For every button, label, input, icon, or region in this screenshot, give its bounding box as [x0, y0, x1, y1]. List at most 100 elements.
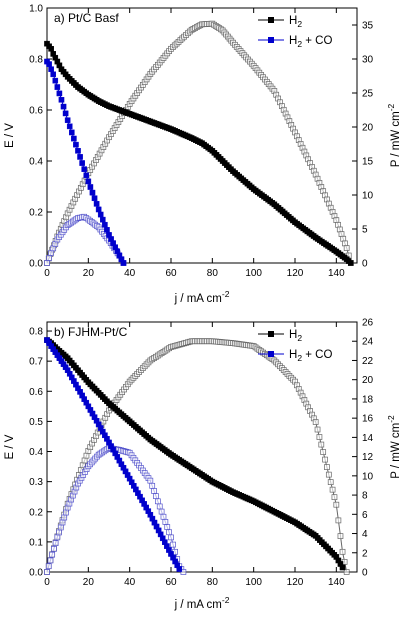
legend-marker — [268, 331, 274, 337]
data-point — [312, 419, 319, 425]
y-right-tick-label: 24 — [362, 337, 374, 348]
x-axis-title: j / mA cm-2 — [174, 289, 230, 305]
x-tick-label: 0 — [44, 268, 50, 279]
data-point — [75, 147, 81, 154]
data-point — [46, 255, 52, 261]
y-left-tick-label: 1.0 — [29, 4, 43, 15]
y-right-tick-label: 35 — [362, 21, 374, 32]
data-point — [73, 141, 79, 148]
legend-label: H2 — [289, 15, 302, 29]
chart-panel-a: 0 20 40 60 80 100 120 140 0.0 0.2 0.4 0.6 0.8 1.0 0 5 10… — [4, 4, 402, 306]
x-tick-label: 60 — [165, 268, 177, 279]
y-left-tick-label: 0.8 — [29, 327, 43, 338]
data-point — [335, 221, 341, 228]
data-point — [318, 441, 325, 448]
data-point — [160, 513, 167, 520]
x-tick-label: 0 — [44, 577, 50, 588]
data-point — [52, 77, 59, 84]
x-tick-label: 80 — [207, 577, 219, 588]
data-point — [343, 569, 350, 575]
legend-label-sub: 2 — [297, 353, 302, 363]
series-h2 — [44, 40, 354, 266]
data-point — [49, 551, 56, 558]
y-left-tick-label: 0.5 — [29, 417, 43, 428]
x-axis-title: j / mA cm-2 — [174, 595, 230, 611]
data-point — [176, 566, 183, 572]
data-point — [56, 529, 62, 536]
data-point — [99, 216, 106, 223]
data-point — [47, 557, 54, 564]
y-left-tick-label: 0.2 — [29, 208, 43, 219]
data-point — [83, 172, 90, 179]
x-tick-label: 40 — [124, 577, 136, 588]
x-tick-label: 40 — [124, 268, 136, 279]
data-point — [59, 519, 66, 526]
data-point — [44, 260, 50, 266]
data-point — [54, 84, 61, 90]
y-right-axis-title-sup: -2 — [386, 415, 396, 423]
plot-frame — [46, 7, 358, 264]
y-right-tick-label: 20 — [362, 375, 374, 386]
y-left-tick-label: 0.8 — [29, 55, 43, 66]
y-right-tick-label: 0 — [362, 259, 368, 270]
series-line — [46, 339, 343, 568]
y-right-tick-label: 0 — [362, 568, 368, 579]
data-point — [180, 569, 187, 575]
data-point — [52, 540, 59, 547]
y-right-tick-label: 20 — [362, 123, 374, 134]
legend-item: H2 + CO — [258, 349, 332, 363]
data-point — [336, 226, 343, 233]
data-point — [342, 240, 348, 247]
data-point — [316, 434, 323, 440]
panel-label: b) FJHM-Pt/C — [54, 325, 128, 339]
y-right-tick-label: 15 — [362, 157, 374, 168]
data-point — [325, 471, 332, 478]
legend-label-sub: 2 — [297, 19, 302, 29]
data-point — [166, 529, 172, 536]
legend-item: H2 + CO — [258, 35, 332, 49]
data-point — [338, 231, 345, 237]
data-point — [151, 488, 157, 494]
panel-label: a) Pt/C Basf — [54, 11, 119, 25]
legend-label-suffix: + CO — [302, 35, 332, 47]
data-point — [95, 206, 102, 213]
series-p-h2 — [44, 338, 350, 575]
x-tick-label: 100 — [245, 577, 262, 588]
data-point — [333, 501, 340, 508]
series-h2-plus-co — [44, 337, 183, 572]
y-right-tick-label: 22 — [362, 356, 374, 367]
data-point — [81, 457, 88, 464]
data-point — [149, 482, 156, 489]
legend-marker — [268, 351, 274, 357]
data-point — [81, 166, 87, 172]
legend-marker — [268, 17, 274, 23]
legend-item: H2 — [258, 15, 302, 29]
data-point — [153, 493, 159, 499]
data-point — [327, 479, 334, 485]
data-point — [56, 90, 63, 97]
legend-label: H2 + CO — [289, 349, 332, 363]
data-point — [60, 103, 67, 110]
data-point — [58, 96, 65, 103]
y-left-tick-label: 0.1 — [29, 537, 43, 548]
y-left-tick-label: 0.7 — [29, 357, 43, 368]
data-point — [51, 546, 57, 552]
y-right-tick-label: 14 — [362, 433, 374, 444]
y-left-tick-label: 0.2 — [29, 507, 43, 518]
y-left-tick-label: 0.0 — [29, 568, 43, 579]
series-line — [46, 340, 348, 573]
x-tick-label: 80 — [207, 268, 219, 279]
data-point — [348, 260, 354, 266]
series-p-h2 — [44, 20, 354, 266]
series-p-h2-plus-co — [44, 445, 187, 575]
data-point — [154, 498, 161, 505]
data-point — [62, 110, 69, 117]
data-point — [333, 217, 340, 224]
x-tick-label: 100 — [245, 268, 262, 279]
chart-panel-b: 0 20 40 60 80 100 120 1400.00.10.20.30.40.50.60… — [4, 318, 402, 612]
data-point — [87, 184, 94, 190]
data-point — [45, 563, 52, 570]
data-point — [97, 211, 104, 218]
data-point — [44, 569, 50, 575]
